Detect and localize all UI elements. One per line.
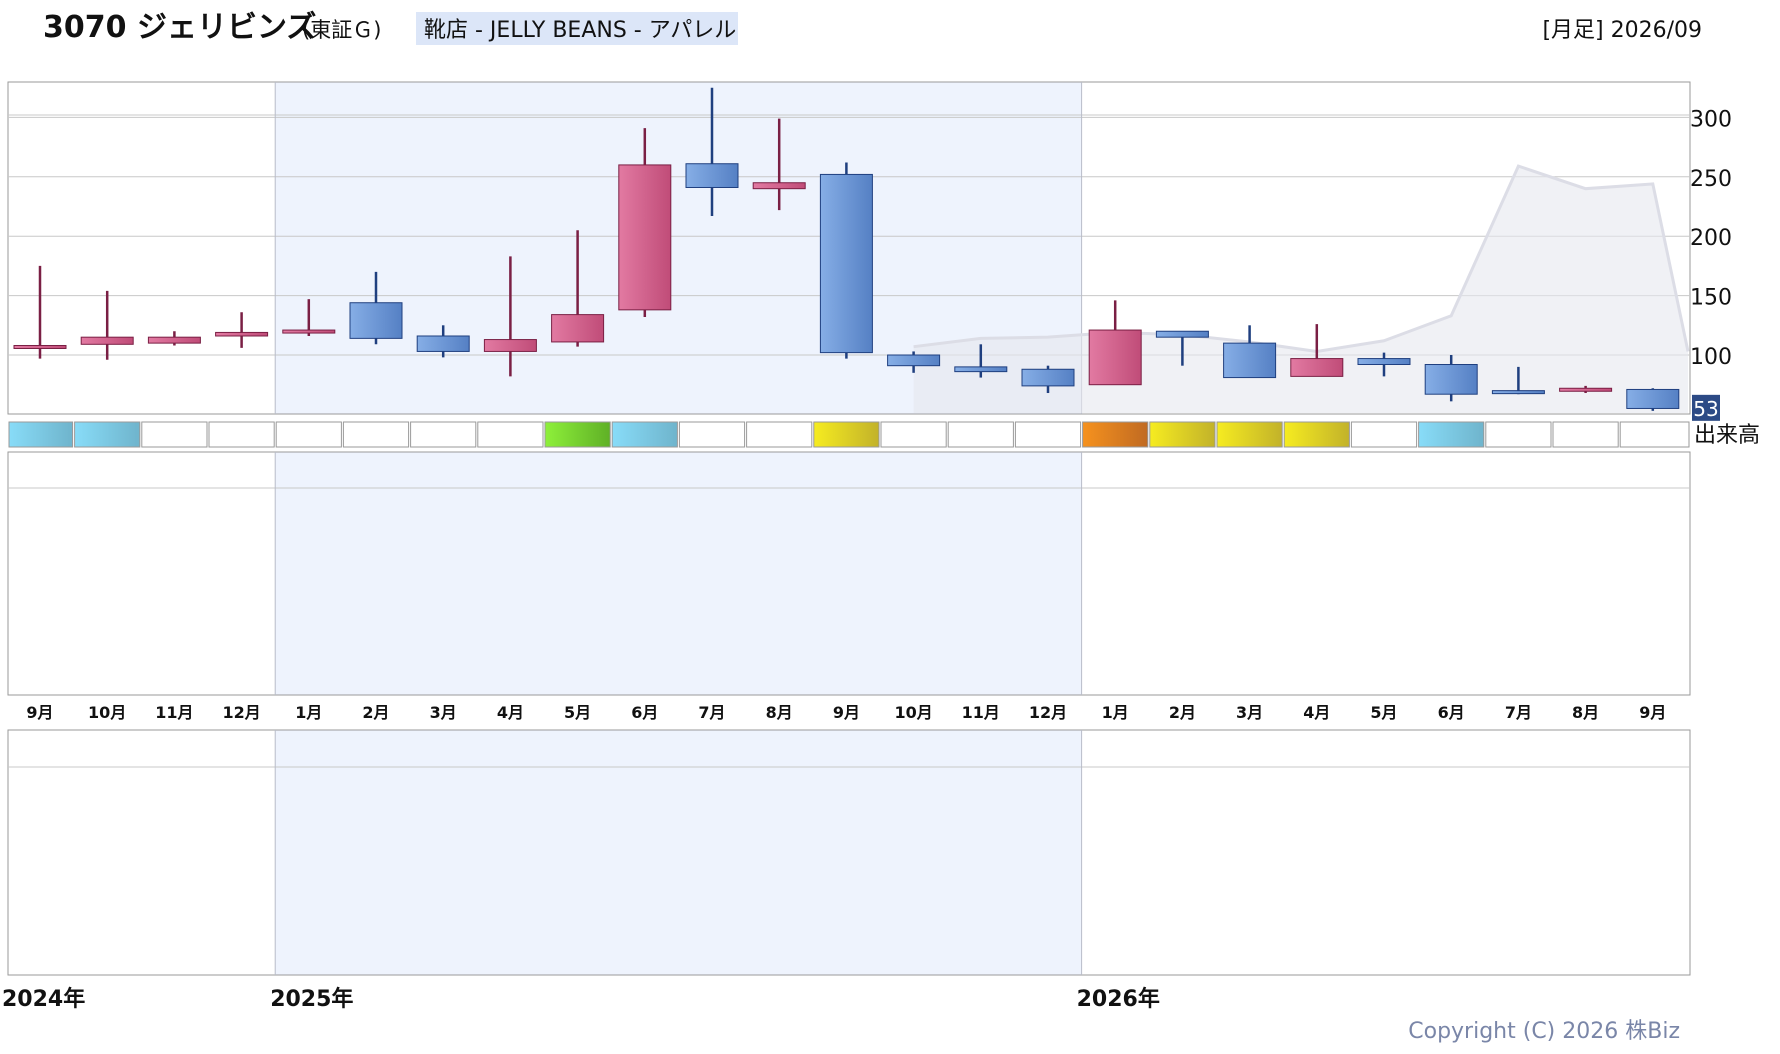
last-value-badge (1692, 394, 1720, 421)
panel-frame-1 (7, 451, 1691, 696)
signal-cell-1 (74, 421, 141, 448)
candle-body-0 (13, 344, 67, 349)
candle-body-12 (819, 173, 873, 354)
candle-body-5 (349, 302, 403, 339)
month-label-3: 12月 (222, 703, 260, 722)
candle-body-11 (752, 182, 806, 190)
candle-body-21 (1424, 364, 1478, 395)
signal-cell-16 (1082, 421, 1149, 448)
month-label-16: 1月 (1102, 703, 1129, 722)
month-label-24: 9月 (1639, 703, 1666, 722)
month-label-14: 11月 (962, 703, 1000, 722)
month-label-7: 4月 (497, 703, 524, 722)
signal-cell-23 (1552, 421, 1619, 448)
month-label-17: 2月 (1169, 703, 1196, 722)
copyright: Copyright (C) 2026 株Biz (1408, 1019, 1680, 1044)
candle-body-8 (551, 314, 605, 343)
month-label-9: 6月 (631, 703, 658, 722)
month-label-22: 7月 (1505, 703, 1532, 722)
year-label-1: 2025年 (270, 986, 353, 1012)
y-tick-label-1: 150 (1690, 286, 1732, 311)
month-label-10: 7月 (698, 703, 725, 722)
candle-body-16 (1088, 329, 1142, 386)
sector-label: 靴店 - JELLY BEANS - アパレル (424, 18, 736, 43)
year-label-2: 2026年 (1077, 986, 1160, 1012)
signal-cell-2 (141, 421, 208, 448)
sector-highlight (416, 12, 738, 45)
signal-cell-11 (746, 421, 813, 448)
candle-body-13 (887, 354, 941, 367)
y-tick-label-0: 100 (1690, 345, 1732, 370)
candle-body-19 (1290, 358, 1344, 377)
panel-frame-0 (7, 81, 1691, 415)
signal-cell-18 (1216, 421, 1283, 448)
signal-cell-20 (1350, 421, 1418, 448)
signal-cell-4 (275, 421, 342, 448)
month-label-4: 1月 (295, 703, 322, 722)
signal-cell-17 (1149, 421, 1216, 448)
y-tick-label-2: 200 (1690, 226, 1732, 251)
signal-cell-21 (1418, 421, 1485, 448)
signal-cell-3 (208, 421, 275, 448)
signal-cell-9 (611, 421, 678, 448)
signal-cell-13 (880, 421, 947, 448)
candle-body-17 (1155, 330, 1209, 338)
candle-body-18 (1223, 342, 1277, 379)
signal-cell-6 (410, 421, 477, 448)
month-label-15: 12月 (1029, 703, 1067, 722)
candle-body-3 (215, 331, 269, 337)
year-shade-1 (275, 452, 1082, 695)
market-label: (東証Ｇ) (302, 18, 381, 42)
candle-body-9 (618, 164, 672, 311)
year-label-0: 2024年 (2, 986, 85, 1012)
candle-body-2 (147, 336, 201, 344)
candle-body-23 (1559, 387, 1613, 392)
panel-frame-2 (7, 729, 1691, 976)
month-label-6: 3月 (430, 703, 457, 722)
signal-cell-14 (947, 421, 1014, 448)
signal-cell-7 (477, 421, 544, 448)
year-shade-2 (275, 730, 1082, 975)
candle-body-4 (282, 329, 336, 334)
month-label-18: 3月 (1236, 703, 1263, 722)
signal-cell-0 (8, 421, 74, 448)
signal-cell-8 (544, 421, 611, 448)
signal-cell-24 (1619, 421, 1690, 448)
candle-body-1 (80, 336, 134, 345)
candle-body-6 (416, 335, 470, 352)
month-label-5: 2月 (362, 703, 389, 722)
candle-body-7 (483, 339, 537, 352)
candle-body-14 (954, 366, 1008, 373)
candle-body-24 (1626, 388, 1680, 409)
month-label-12: 9月 (833, 703, 860, 722)
volume-label: 出来高 (1694, 423, 1760, 448)
month-label-21: 6月 (1438, 703, 1465, 722)
y-tick-label-3: 250 (1690, 167, 1732, 192)
signal-cell-5 (342, 421, 410, 448)
candle-body-20 (1357, 358, 1411, 366)
candle-body-10 (685, 163, 739, 188)
month-label-2: 11月 (155, 703, 193, 722)
last-value-label: 53 (1693, 397, 1718, 421)
month-label-23: 8月 (1572, 703, 1599, 722)
signal-cell-12 (813, 421, 880, 448)
month-label-19: 4月 (1303, 703, 1330, 722)
signal-cell-22 (1485, 421, 1552, 448)
signal-cell-10 (678, 421, 746, 448)
y-tick-label-4: 300 (1690, 107, 1732, 132)
signal-cell-15 (1014, 421, 1082, 448)
month-label-13: 10月 (894, 703, 932, 722)
candle-body-22 (1491, 390, 1545, 395)
period-label: [月足] 2026/09 (1542, 18, 1702, 43)
month-label-1: 10月 (88, 703, 126, 722)
month-label-11: 8月 (766, 703, 793, 722)
candle-body-15 (1021, 368, 1075, 387)
stock-title: 3070 ジェリビンズ (43, 10, 316, 45)
signal-cell-19 (1283, 421, 1350, 448)
month-label-0: 9月 (26, 703, 53, 722)
month-label-20: 5月 (1370, 703, 1397, 722)
month-label-8: 5月 (564, 703, 591, 722)
